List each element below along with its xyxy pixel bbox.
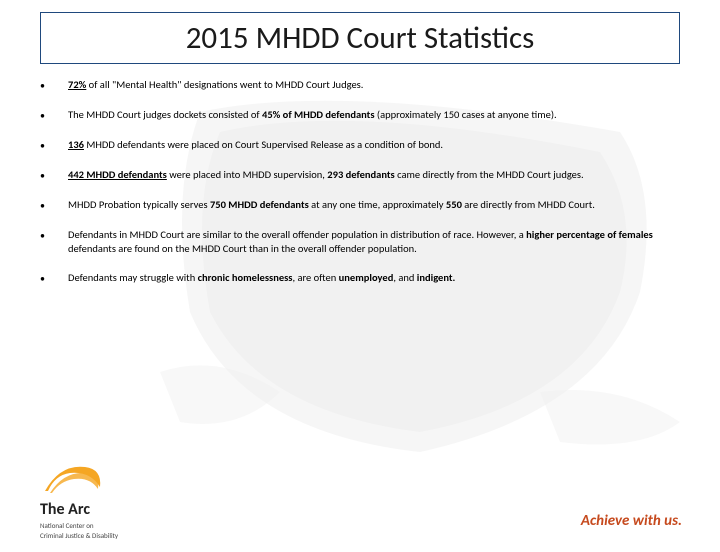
arc-brand-text: The Arc (40, 500, 170, 519)
bullet-text: MHDD Probation typically serves 750 MHDD… (68, 198, 680, 212)
bullet-marker: • (40, 78, 68, 92)
tagline: Achieve with us. (581, 512, 682, 530)
bullet-item: •72% of all "Mental Health" designations… (40, 78, 680, 92)
bullet-item: •The MHDD Court judges dockets consisted… (40, 108, 680, 122)
bullet-item: •442 MHDD defendants were placed into MH… (40, 168, 680, 182)
bullet-item: •Defendants may struggle with chronic ho… (40, 271, 680, 285)
bullet-marker: • (40, 108, 68, 122)
bullet-text: Defendants may struggle with chronic hom… (68, 271, 680, 285)
bullet-text: 442 MHDD defendants were placed into MHD… (68, 168, 680, 182)
arc-subline-1: National Center on (40, 522, 170, 530)
arc-logo: The Arc National Center on Criminal Just… (40, 459, 170, 540)
bullet-text: 136 MHDD defendants were placed on Court… (68, 138, 680, 152)
arc-swoosh-icon (40, 459, 110, 499)
bullet-text: The MHDD Court judges dockets consisted … (68, 108, 680, 122)
bullet-item: •MHDD Probation typically serves 750 MHD… (40, 198, 680, 212)
slide-title: 2015 MHDD Court Statistics (41, 19, 679, 57)
arc-subline-2: Criminal Justice & Disability (40, 532, 170, 540)
bullet-marker: • (40, 228, 68, 255)
bullet-marker: • (40, 198, 68, 212)
bullet-marker: • (40, 271, 68, 285)
bullet-text: 72% of all "Mental Health" designations … (68, 78, 680, 92)
title-box: 2015 MHDD Court Statistics (40, 12, 680, 64)
bullet-item: •Defendants in MHDD Court are similar to… (40, 228, 680, 255)
bullet-text: Defendants in MHDD Court are similar to … (68, 228, 680, 255)
bullet-list: •72% of all "Mental Health" designations… (0, 72, 720, 285)
bullet-marker: • (40, 168, 68, 182)
bullet-item: •136 MHDD defendants were placed on Cour… (40, 138, 680, 152)
bullet-marker: • (40, 138, 68, 152)
